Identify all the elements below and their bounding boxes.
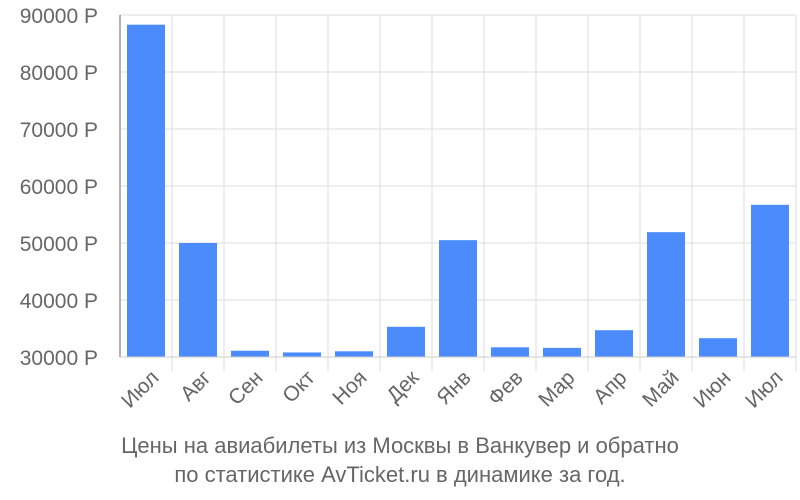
x-tick-label: Июл bbox=[741, 366, 787, 412]
bar bbox=[179, 243, 217, 357]
chart-caption-line-2: по статистике AvTicket.ru в динамике за … bbox=[174, 462, 626, 487]
bar bbox=[127, 24, 165, 357]
y-tick-label: 60000 Р bbox=[20, 176, 98, 199]
x-tick-label: Июн bbox=[689, 366, 735, 412]
x-tick-label: Авг bbox=[176, 366, 216, 406]
bar bbox=[283, 352, 321, 357]
x-tick-label: Июл bbox=[117, 366, 163, 412]
axes bbox=[119, 15, 796, 358]
x-axis-tick-labels: Июл Авг Сен Окт Ноя Дек Янв Фев Мар Апр Май Июн Июл bbox=[117, 366, 787, 413]
y-tick-label: 50000 Р bbox=[20, 233, 98, 256]
x-tick-label: Дек bbox=[382, 366, 424, 408]
bar bbox=[387, 326, 425, 357]
x-tick-label: Апр bbox=[589, 366, 631, 408]
x-tick-label: Янв bbox=[432, 366, 475, 409]
bar bbox=[543, 347, 581, 357]
bars bbox=[127, 24, 789, 357]
y-tick-label: 30000 Р bbox=[20, 347, 98, 370]
y-tick-label: 90000 Р bbox=[20, 5, 98, 28]
x-tick-label: Май bbox=[638, 366, 683, 411]
bar bbox=[699, 338, 737, 357]
y-tick-label: 70000 Р bbox=[20, 119, 98, 142]
y-tick-label: 80000 Р bbox=[20, 62, 98, 85]
bar bbox=[491, 347, 529, 357]
bar bbox=[595, 330, 633, 357]
bar bbox=[647, 232, 685, 357]
bar bbox=[439, 240, 477, 357]
x-tick-label: Окт bbox=[278, 366, 320, 408]
x-tick-label: Фев bbox=[484, 366, 528, 410]
bar bbox=[751, 204, 789, 357]
grid-lines bbox=[120, 14, 797, 371]
y-tick-label: 40000 Р bbox=[20, 290, 98, 313]
x-tick-label: Мар bbox=[534, 366, 579, 411]
y-axis-tick-labels: 30000 Р 40000 Р 50000 Р 60000 Р 70000 Р 80000… bbox=[20, 5, 98, 370]
bar-chart: 30000 Р 40000 Р 50000 Р 60000 Р 70000 Р 80000… bbox=[20, 5, 797, 413]
chart-caption-line-1: Цены на авиабилеты из Москвы в Ванкувер … bbox=[121, 433, 679, 458]
bar bbox=[335, 351, 373, 357]
bar bbox=[231, 350, 269, 357]
x-tick-label: Сен bbox=[224, 366, 267, 409]
x-tick-label: Ноя bbox=[328, 366, 371, 409]
